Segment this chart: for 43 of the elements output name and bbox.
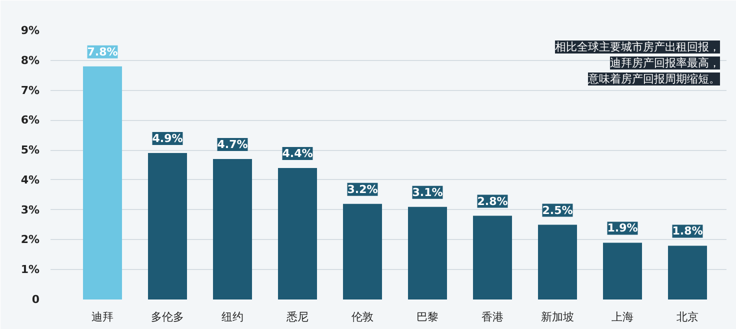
bar xyxy=(603,242,642,300)
x-tick-label: 纽约 xyxy=(222,310,244,324)
y-tick-label: 0 xyxy=(32,293,40,306)
bar xyxy=(213,159,252,300)
y-tick-label: 5% xyxy=(20,144,40,157)
bar xyxy=(83,66,122,300)
data-label: 2.8% xyxy=(477,194,508,208)
y-tick-label: 2% xyxy=(20,233,40,246)
x-tick-label: 巴黎 xyxy=(416,310,438,324)
y-tick-label: 8% xyxy=(20,54,40,67)
x-tick-label: 上海 xyxy=(612,310,634,324)
data-label: 3.1% xyxy=(412,186,443,199)
data-label: 2.5% xyxy=(542,204,573,217)
y-tick-label: 9% xyxy=(20,24,40,37)
x-tick-label: 迪拜 xyxy=(92,310,114,324)
data-label: 4.4% xyxy=(282,146,313,160)
data-label: 7.8% xyxy=(87,45,118,58)
x-tick-label: 香港 xyxy=(482,310,504,324)
y-tick-label: 6% xyxy=(20,114,40,127)
data-label: 4.7% xyxy=(217,138,248,152)
data-label: 1.9% xyxy=(607,222,638,235)
bar xyxy=(148,153,187,300)
y-tick-label: 4% xyxy=(20,173,40,186)
y-tick-label: 1% xyxy=(20,263,40,276)
annotation: 相比全球主要城市房产出租回报， xyxy=(555,40,720,54)
annotation: 意味着房产回报周期缩短。 xyxy=(587,72,720,86)
bar xyxy=(343,204,382,300)
data-label: 3.2% xyxy=(347,182,378,196)
data-label: 1.8% xyxy=(672,224,703,238)
x-tick-label: 多伦多 xyxy=(151,310,184,324)
data-label: 4.9% xyxy=(152,132,183,146)
x-tick-label: 悉尼 xyxy=(286,310,308,324)
y-tick-label: 3% xyxy=(20,203,40,216)
x-tick-label: 伦敦 xyxy=(352,310,374,324)
bar xyxy=(408,206,447,300)
y-tick-label: 7% xyxy=(20,84,40,97)
annotation: 迪拜房产回报率最高， xyxy=(610,56,720,70)
x-tick-label: 北京 xyxy=(676,310,698,324)
x-tick-label: 新加坡 xyxy=(541,310,574,324)
bar xyxy=(473,216,512,300)
bar xyxy=(538,224,577,300)
bar xyxy=(668,246,707,300)
bar xyxy=(278,168,317,300)
